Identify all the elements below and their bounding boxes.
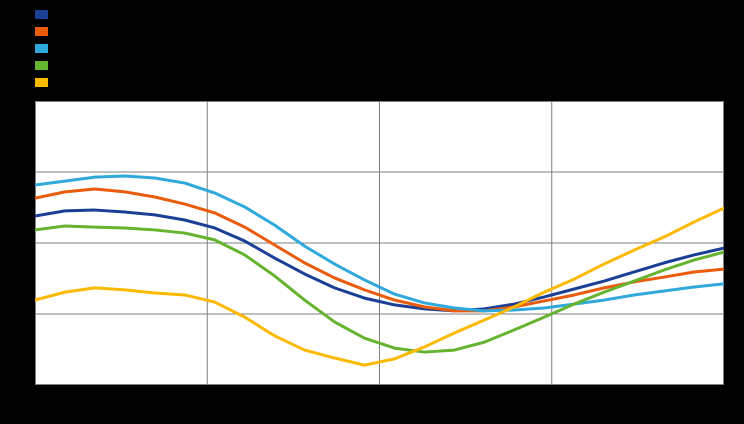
legend-item [35,44,54,53]
plot-svg [35,101,724,385]
legend-item [35,10,54,19]
legend-swatch [35,78,48,87]
legend [35,10,54,95]
legend-swatch [35,61,48,70]
line-series-4-green [35,224,724,354]
line-series-5-yellow [35,206,724,367]
legend-swatch [35,27,48,36]
legend-item [35,78,54,87]
line-series-3-light-blue [35,174,724,313]
plot-area [35,101,724,385]
legend-item [35,27,54,36]
line-series-1-dark-blue [35,208,724,313]
line-series-2-orange [35,187,724,313]
legend-swatch [35,44,48,53]
plot-border [35,101,724,385]
legend-swatch [35,10,48,19]
legend-item [35,61,54,70]
